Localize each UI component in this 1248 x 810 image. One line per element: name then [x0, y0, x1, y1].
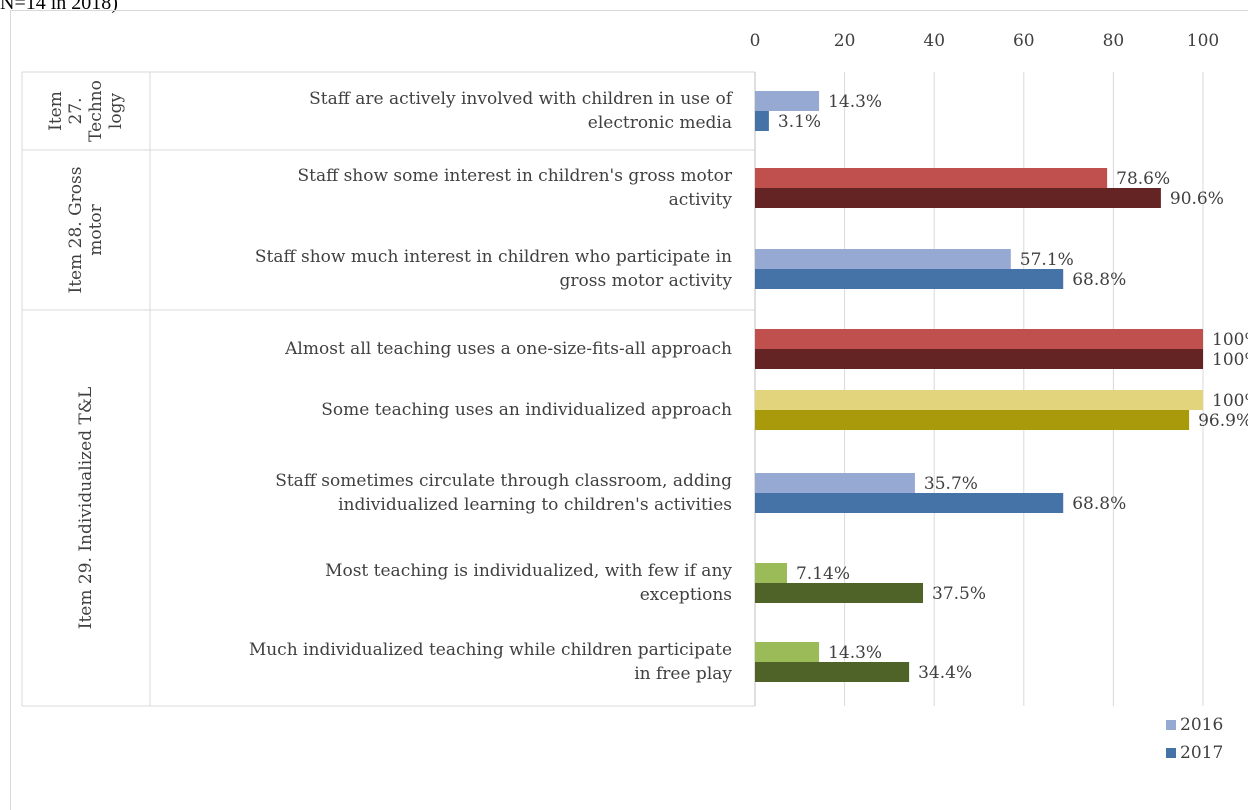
category-label: Staff sometimes circulate through classr… [275, 471, 732, 491]
category-label: electronic media [588, 113, 732, 133]
bar-2017 [755, 493, 1064, 513]
data-label: 100% [1212, 330, 1248, 350]
category-label: Most teaching is individualized, with fe… [325, 561, 732, 581]
data-label: 34.4% [918, 663, 972, 683]
category-label: in free play [634, 664, 732, 684]
category-label: activity [669, 190, 733, 210]
bar-2016 [755, 91, 820, 111]
x-tick-label: 60 [1013, 31, 1035, 51]
bar-chart: 0 20 40 60 80 100 Item 27. Techno logy Staff are a… [21, 31, 1248, 763]
group-label: Item 28. Gross [66, 167, 86, 294]
data-label: 96.9% [1198, 411, 1248, 431]
data-label: 57.1% [1020, 250, 1074, 270]
group-label: Item [46, 91, 66, 131]
bar-2016 [755, 390, 1203, 410]
legend-label: 2017 [1180, 743, 1223, 763]
data-label: 68.8% [1072, 494, 1126, 514]
x-tick-label: 100 [1187, 31, 1219, 51]
data-label: 68.8% [1072, 270, 1126, 290]
data-label: 90.6% [1170, 189, 1224, 209]
data-label: 78.6% [1116, 169, 1170, 189]
bar-2017 [755, 662, 910, 682]
bar-2017 [755, 111, 769, 131]
bar-2016 [755, 168, 1108, 188]
group-label: 27. [66, 97, 86, 124]
bar-2017 [755, 349, 1203, 369]
category-label: exceptions [640, 585, 732, 605]
data-label: 14.3% [828, 92, 882, 112]
bar-2017 [755, 269, 1064, 289]
bar-2017 [755, 410, 1190, 430]
category-label: Much individualized teaching while child… [249, 640, 732, 660]
data-label: 100% [1212, 391, 1248, 411]
category-label: Staff show much interest in children who… [255, 247, 732, 267]
category-label: individualized learning to children's ac… [338, 495, 732, 515]
category-label: Some teaching uses an individualized app… [321, 400, 732, 420]
x-tick-label: 80 [1103, 31, 1125, 51]
bar-2016 [755, 473, 915, 493]
data-label: 7.14% [796, 564, 850, 584]
legend-swatch-2016 [1166, 720, 1176, 730]
category-label: Staff show some interest in children's g… [297, 166, 732, 186]
data-label: 100% [1212, 350, 1248, 370]
data-label: 14.3% [828, 643, 882, 663]
group-label: logy [106, 93, 126, 130]
data-label: 35.7% [924, 474, 978, 494]
bar-2017 [755, 583, 923, 603]
data-label: 3.1% [778, 112, 821, 132]
x-tick-label: 40 [923, 31, 945, 51]
legend-label: 2016 [1180, 715, 1223, 735]
bar-2016 [755, 329, 1203, 349]
category-label: Staff are actively involved with childre… [309, 89, 734, 109]
chart-frame [10, 10, 1248, 810]
x-tick-label: 0 [750, 31, 761, 51]
group-label: motor [86, 203, 106, 255]
bar-2016 [755, 642, 820, 662]
legend-swatch-2017 [1166, 748, 1176, 758]
data-label: 37.5% [932, 584, 986, 604]
bar-2016 [755, 249, 1011, 269]
group-label: Techno [86, 80, 106, 142]
category-label: gross motor activity [560, 271, 733, 291]
x-tick-label: 20 [834, 31, 856, 51]
bar-2016 [755, 563, 787, 583]
category-label: Almost all teaching uses a one-size-fits… [284, 339, 732, 359]
group-label: Item 29. Individualized T&L [76, 387, 96, 630]
bar-2017 [755, 188, 1161, 208]
